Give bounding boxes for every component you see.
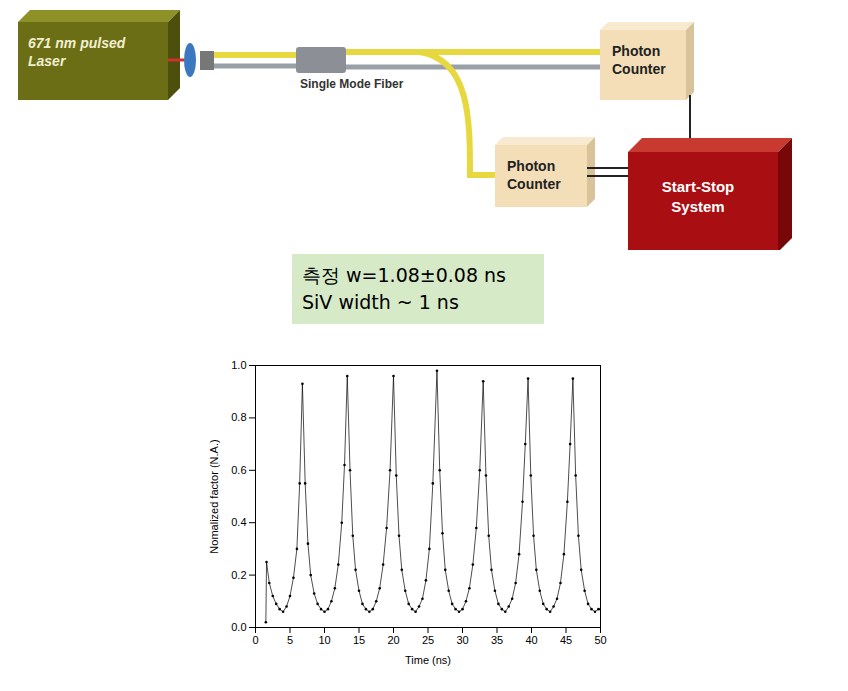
svg-text:0.8: 0.8 — [231, 411, 246, 423]
svg-text:30: 30 — [456, 634, 468, 646]
svg-text:50: 50 — [594, 634, 606, 646]
html-text:측정 w=1.08±0.08 ns: 측정 w=1.08±0.08 ns — [302, 264, 506, 286]
html-text:SiV width ~ 1 ns: SiV width ~ 1 ns — [302, 291, 459, 313]
svg-text:Single Mode Fiber: Single Mode Fiber — [300, 77, 404, 91]
svg-text:Time (ns): Time (ns) — [405, 654, 451, 666]
svg-text:System: System — [671, 198, 724, 215]
svg-text:25: 25 — [422, 634, 434, 646]
svg-text:Laser: Laser — [28, 53, 67, 69]
svg-text:Counter: Counter — [507, 176, 561, 192]
svg-text:Start-Stop: Start-Stop — [662, 178, 735, 195]
svg-text:20: 20 — [387, 634, 399, 646]
svg-text:15: 15 — [353, 634, 365, 646]
svg-text:Nomalized factor (N.A.): Nomalized factor (N.A.) — [208, 439, 220, 553]
svg-text:Photon: Photon — [507, 158, 555, 174]
svg-text:35: 35 — [491, 634, 503, 646]
svg-text:0.2: 0.2 — [231, 569, 246, 581]
svg-text:40: 40 — [525, 634, 537, 646]
svg-text:0.0: 0.0 — [231, 621, 246, 633]
svg-text:0.6: 0.6 — [231, 464, 246, 476]
svg-text:1.0: 1.0 — [231, 359, 246, 371]
svg-text:Counter: Counter — [612, 61, 666, 77]
svg-text:5: 5 — [287, 634, 293, 646]
svg-text:0.4: 0.4 — [231, 516, 246, 528]
svg-text:0: 0 — [252, 634, 258, 646]
svg-text:671 nm pulsed: 671 nm pulsed — [28, 35, 126, 51]
svg-text:10: 10 — [318, 634, 330, 646]
svg-text:Photon: Photon — [612, 43, 660, 59]
svg-text:45: 45 — [560, 634, 572, 646]
